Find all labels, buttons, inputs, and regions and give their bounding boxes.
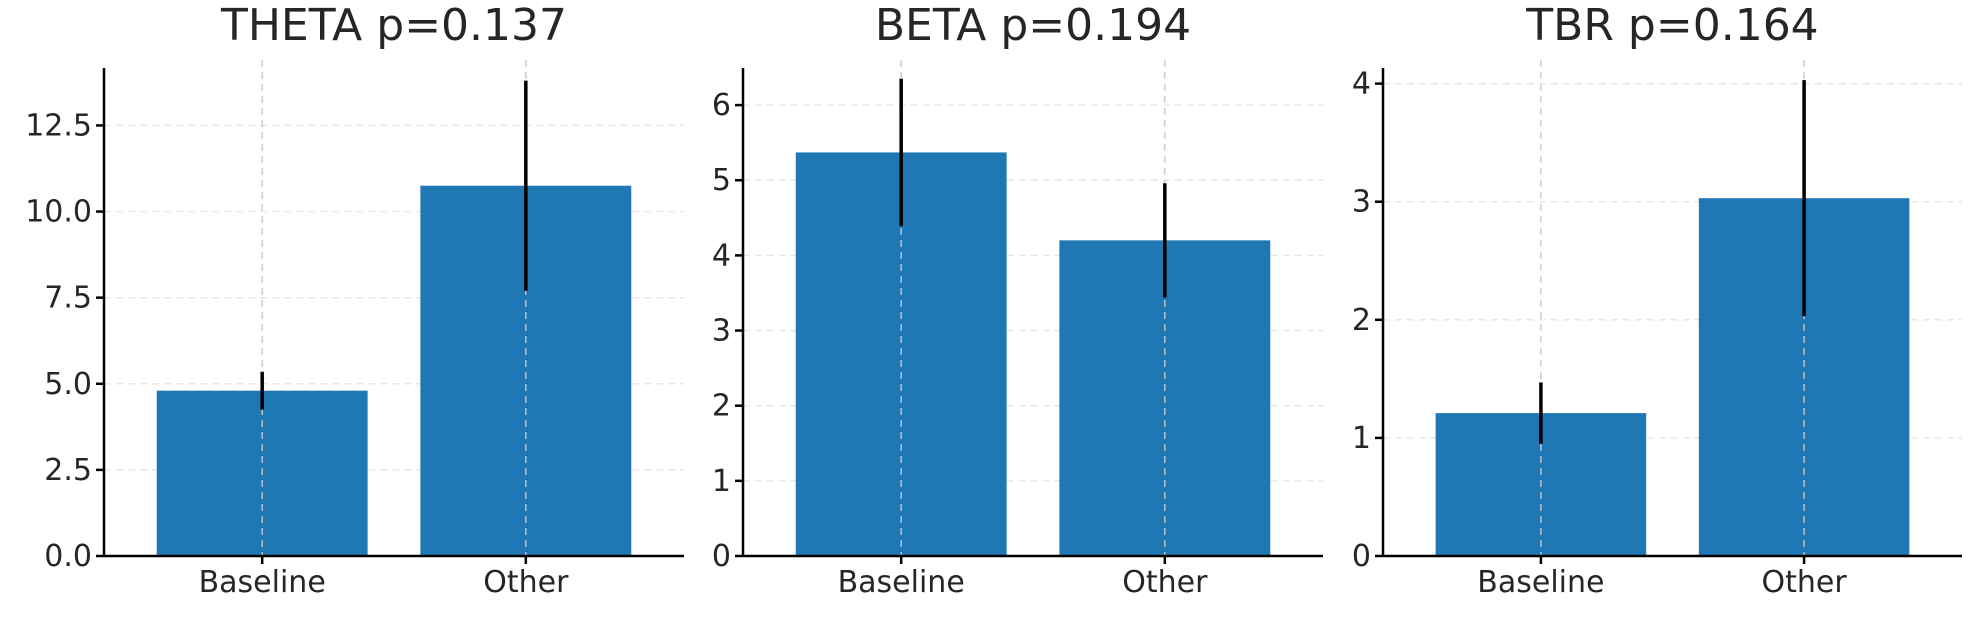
chart-title: TBR p=0.164 xyxy=(1525,0,1818,51)
y-tick-label: 5 xyxy=(712,163,731,198)
y-tick-label: 10.0 xyxy=(25,195,92,230)
chart-panel-2: BETA p=0.194 0 1 2 3 4 5 6 Baseline Other xyxy=(712,0,1323,600)
y-tick-label: 4 xyxy=(712,238,731,273)
x-tick-label: Baseline xyxy=(838,565,965,600)
x-tick-label: Baseline xyxy=(199,565,326,600)
chart-title: THETA p=0.137 xyxy=(220,0,567,51)
x-tick-label: Other xyxy=(1122,565,1208,600)
y-tick-label: 7.5 xyxy=(44,281,92,316)
y-tick-label: 4 xyxy=(1352,67,1371,102)
y-tick-label: 0 xyxy=(712,539,731,574)
chart-panel-3: TBR p=0.164 0 1 2 3 4 Baseline Other xyxy=(1352,0,1962,600)
y-tick-label: 6 xyxy=(712,88,731,123)
y-tick-label: 1 xyxy=(712,464,731,499)
y-tick-label: 1 xyxy=(1352,421,1371,456)
y-tick-label: 2 xyxy=(712,389,731,424)
y-tick-label: 0 xyxy=(1352,539,1371,574)
y-tick-label: 2.5 xyxy=(44,453,92,488)
y-tick-label: 3 xyxy=(712,314,731,349)
y-tick-label: 3 xyxy=(1352,185,1371,220)
x-tick-label: Other xyxy=(1761,565,1847,600)
x-tick-label: Other xyxy=(483,565,569,600)
y-tick-label: 0.0 xyxy=(44,539,92,574)
y-tick-label: 5.0 xyxy=(44,367,92,402)
chart-panel-1: THETA p=0.137 0.0 2.5 5.0 7.5 10.0 12.5 Baselin… xyxy=(25,0,684,600)
y-tick-label: 2 xyxy=(1352,303,1371,338)
x-tick-label: Baseline xyxy=(1477,565,1604,600)
chart-title: BETA p=0.194 xyxy=(875,0,1191,51)
y-tick-label: 12.5 xyxy=(25,108,92,143)
